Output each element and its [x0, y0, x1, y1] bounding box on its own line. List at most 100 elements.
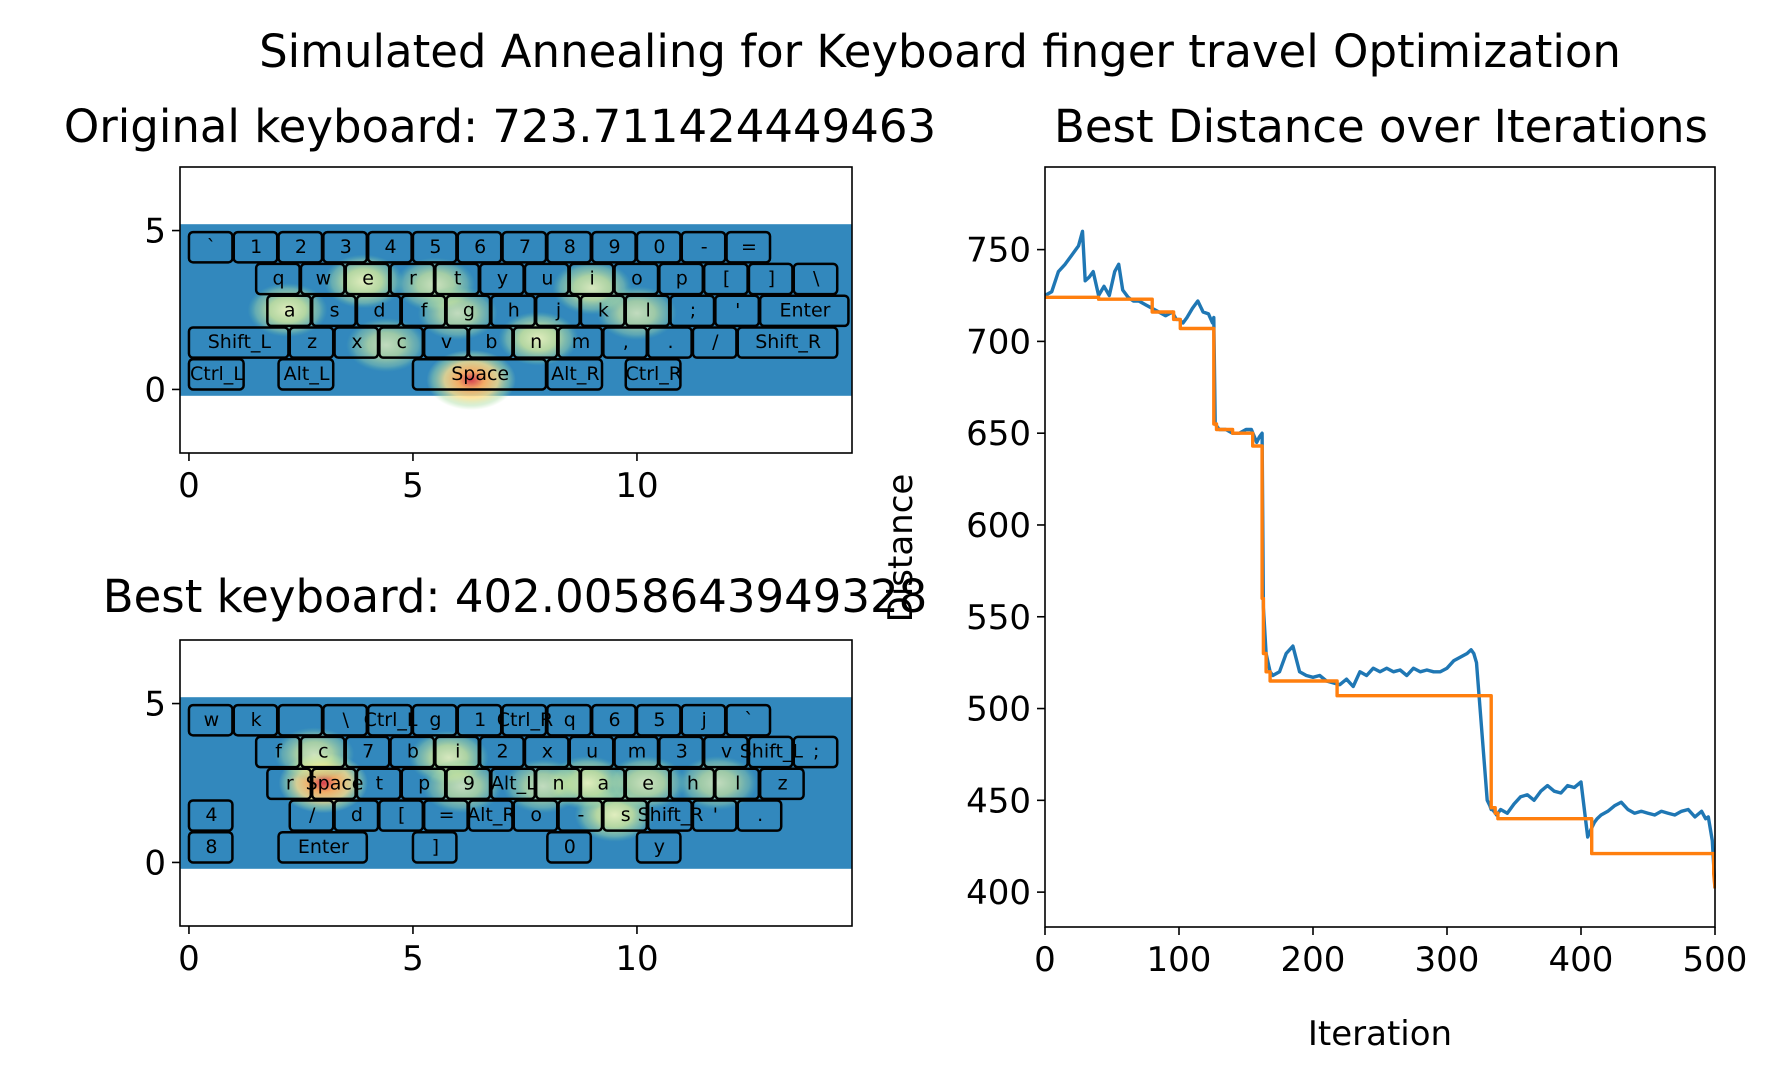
line-xtick-label-4: 400: [1549, 940, 1614, 980]
orig-key-label-39: z: [307, 331, 317, 353]
best-key-27: [310, 767, 357, 801]
orig-key-label-8: 8: [564, 236, 576, 258]
orig-key-label-26: a: [284, 299, 296, 321]
best-key-label-8: q: [564, 709, 576, 731]
best-key-label-53: 0: [564, 836, 576, 858]
orig-key-label-31: h: [508, 299, 520, 321]
best-ytick-label-1: 5: [144, 685, 166, 725]
orig-key-26: [266, 294, 313, 328]
orig-heat-spot-0: [426, 349, 516, 411]
orig-key-label-5: 5: [429, 236, 441, 258]
orig-key-51: [277, 358, 335, 391]
original-keyboard-heatmap: ` 1 2 3 4 5 6 7 8 9 0 - = q w e r t y u i o p [] \ a s d f g h j k l; ' Ent…: [144, 166, 853, 506]
best-key-label-16: b: [407, 741, 419, 763]
best-key-17: [434, 735, 481, 769]
best-key-label-49: .: [757, 804, 763, 826]
best-key-label-4: Ctrl_L: [364, 709, 418, 731]
orig-key-label-22: p: [676, 268, 688, 290]
orig-key-label-7: 7: [519, 236, 531, 258]
best-xtick-label-2: 10: [615, 939, 658, 979]
best-key-label-22: 3: [676, 741, 688, 763]
best-key-label-27: Space: [306, 772, 364, 794]
best-key-20: [568, 735, 615, 769]
best-key-label-42: =: [439, 804, 455, 826]
orig-key-12: [725, 230, 772, 264]
orig-key-label-28: d: [373, 299, 385, 321]
orig-key-24: [747, 262, 794, 296]
best-key-53: [546, 831, 593, 864]
orig-key-label-46: ,: [623, 331, 629, 353]
orig-key-2: [277, 230, 324, 264]
best-xtick-label-1: 5: [402, 939, 424, 979]
orig-key-label-14: w: [316, 268, 332, 290]
orig-key-label-12: =: [741, 236, 757, 258]
best-key-label-3: \: [343, 709, 350, 731]
best-key-label-52: ]: [432, 836, 439, 858]
orig-key-27: [310, 294, 357, 328]
orig-ytick-label-0: 0: [144, 370, 166, 410]
best-key-label-6: 1: [474, 709, 486, 731]
orig-key-label-37: Enter: [779, 299, 830, 321]
orig-key-28: [355, 294, 402, 328]
orig-key-label-1: 1: [250, 236, 262, 258]
best-key-label-33: a: [598, 772, 610, 794]
best-key-label-54: y: [654, 836, 665, 858]
orig-key-label-16: r: [409, 268, 417, 290]
orig-key-4: [366, 230, 413, 264]
original-keyboard-title: Original keyboard: 723.711424449463: [64, 100, 936, 153]
best-key-label-10: 5: [653, 709, 665, 731]
best-key-label-11: j: [701, 709, 707, 731]
orig-key-48: [691, 326, 738, 359]
best-xtick-label-0: 0: [178, 939, 200, 979]
orig-key-37: [758, 294, 850, 328]
best-key-46: [602, 799, 649, 832]
best-key-label-17: i: [455, 741, 460, 763]
best-key-label-44: o: [530, 804, 542, 826]
line-ytick-label-4: 600: [966, 506, 1031, 546]
orig-key-label-35: ;: [690, 299, 696, 321]
line-xtick-label-2: 200: [1281, 940, 1346, 980]
orig-key-label-33: k: [598, 299, 609, 321]
orig-key-label-38: Shift_L: [208, 331, 272, 353]
line-axes-frame: [1044, 166, 1716, 928]
best-key-29: [400, 767, 447, 801]
best-key-label-9: 6: [609, 709, 621, 731]
orig-key-1: [232, 230, 279, 264]
best-key-label-37: z: [778, 772, 788, 794]
best-key-43: [467, 799, 514, 832]
orig-key-label-47: .: [668, 331, 674, 353]
best-key-label-26: r: [286, 772, 294, 794]
line-ytick-label-2: 500: [966, 690, 1031, 730]
best-key-label-25: ;: [813, 741, 819, 763]
orig-key-40: [333, 326, 380, 359]
orig-key-3: [322, 230, 369, 264]
orig-key-52: [411, 358, 548, 391]
orig-key-label-3: 3: [340, 236, 352, 258]
orig-key-20: [568, 262, 615, 296]
best-key-2: [277, 703, 324, 737]
orig-key-14: [299, 262, 346, 296]
best-plot-area: w k \ Ctrl_L g 1 Ctrl_R q 6 5 j ` f c 7 b i 2 x u m 3 v Shift_L…: [180, 697, 852, 869]
orig-key-label-48: /: [712, 331, 719, 353]
orig-key-49: [736, 326, 839, 359]
orig-key-23: [702, 262, 749, 296]
orig-key-label-9: 9: [609, 236, 621, 258]
best-key-label-32: n: [553, 772, 565, 794]
best-key-label-21: m: [628, 741, 647, 763]
best-key-23: [702, 735, 749, 769]
best-key-label-40: d: [351, 804, 363, 826]
orig-key-39: [288, 326, 335, 359]
orig-key-label-54: Ctrl_R: [626, 363, 683, 385]
figure-suptitle: Simulated Annealing for Keyboard finger …: [259, 25, 1621, 78]
best-key-label-0: w: [204, 709, 220, 731]
orig-key-11: [680, 230, 727, 264]
best-key-33: [579, 767, 626, 801]
best-keyboard-heatmap: w k \ Ctrl_L g 1 Ctrl_R q 6 5 j ` f c 7 b i 2 x u m 3 v Shift_L…: [144, 639, 853, 979]
best-key-label-35: h: [687, 772, 699, 794]
best-key-18: [478, 735, 525, 769]
best-key-51: [277, 831, 369, 864]
best-key-21: [613, 735, 660, 769]
line-ytick-label-3: 550: [966, 598, 1031, 638]
orig-key-46: [602, 326, 649, 359]
